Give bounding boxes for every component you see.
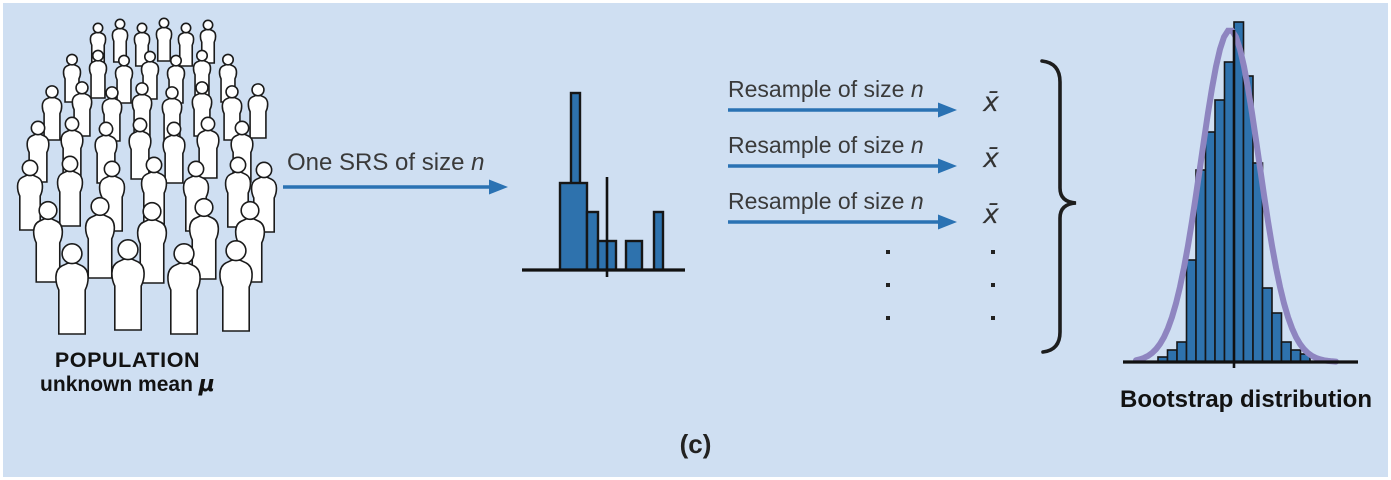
mu-symbol: μ: [198, 372, 215, 397]
resample-arrow-icons: [728, 102, 957, 230]
bootstrap-histogram: [1123, 21, 1358, 368]
population-subtitle: unknown mean μ: [25, 372, 230, 397]
right-curly-brace-icon: [1040, 59, 1077, 354]
srs-arrow-label: One SRS of size n: [287, 149, 484, 177]
bootstrap-distribution-label: Bootstrap distribution: [1120, 386, 1372, 413]
resample-arrow-label: Resample of size n: [728, 76, 924, 102]
resample-arrow-label: Resample of size n: [728, 132, 924, 158]
resample-row: Resample of size n x̄: [728, 132, 1028, 184]
xbar-statistic: x̄: [983, 143, 999, 174]
xbar-statistic: x̄: [983, 87, 999, 118]
xbar-statistic: x̄: [983, 199, 999, 230]
resample-row: Resample of size n x̄: [728, 76, 1028, 128]
vertical-ellipsis-icon: [886, 250, 995, 320]
resample-arrow-label: Resample of size n: [728, 188, 924, 214]
srs-label-variable: n: [471, 149, 485, 176]
figure-caption: (c): [679, 429, 712, 459]
population-subtitle-text: unknown mean: [40, 373, 199, 396]
population-title: POPULATION: [54, 348, 201, 372]
sample-histogram: [522, 91, 685, 277]
population-crowd-illustration: [16, 17, 278, 335]
srs-label-text: One SRS of size: [287, 149, 472, 176]
resample-row: Resample of size n x̄: [728, 188, 1028, 240]
srs-arrow-icon: [283, 179, 508, 195]
